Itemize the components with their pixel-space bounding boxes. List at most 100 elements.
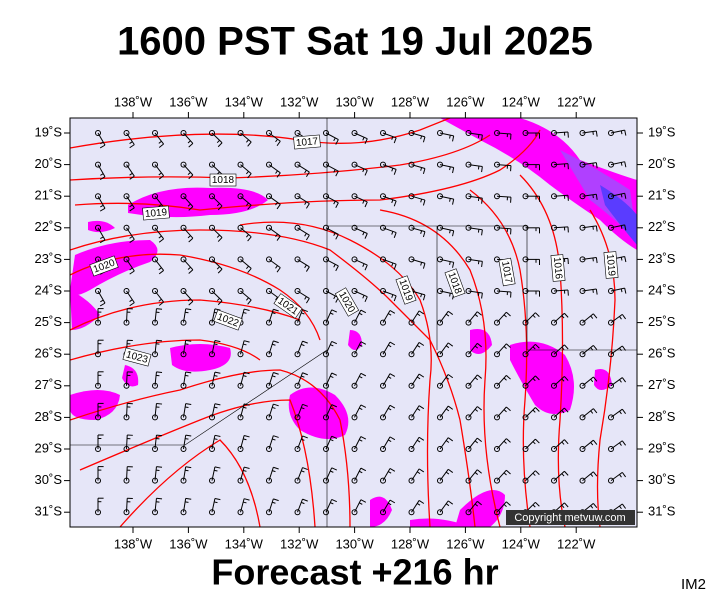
barb-station	[522, 446, 529, 452]
isobar-label-box	[334, 287, 360, 317]
barb-station	[294, 224, 301, 231]
barb-station	[152, 224, 158, 231]
barb-staff	[126, 371, 128, 386]
barb-staff	[297, 258, 310, 268]
barb-feather	[188, 237, 194, 243]
barb-staff	[553, 194, 569, 197]
barb-staff	[154, 498, 157, 513]
barb-feather	[364, 264, 368, 271]
barb-feather	[393, 264, 397, 270]
barb-feather	[532, 504, 536, 508]
barb-staff	[582, 225, 597, 229]
barb-feather	[243, 498, 250, 501]
precipitation	[70, 118, 637, 527]
latitude-label: 19˚S	[648, 124, 676, 139]
barb-feather	[129, 236, 133, 239]
barb-feather	[532, 346, 536, 350]
barb-staff	[97, 164, 106, 177]
barb-feather	[187, 203, 191, 207]
barb-feather	[481, 166, 483, 173]
barb-feather	[187, 235, 191, 239]
isobar-label: 1018	[209, 173, 237, 187]
barb-staff	[154, 195, 165, 208]
barb-station	[579, 351, 586, 358]
barb-feather	[187, 140, 191, 144]
isobar-label-text: 1018	[212, 175, 235, 186]
barb-feather	[156, 308, 163, 310]
longitude-label: 126˚W	[446, 536, 485, 551]
barb-staff	[211, 308, 216, 323]
barb-feather	[305, 298, 310, 304]
barb-staff	[468, 258, 483, 262]
barb-feather	[304, 296, 307, 300]
barb-station	[437, 193, 443, 200]
barb-station	[123, 193, 130, 200]
barb-feather	[156, 497, 163, 500]
barb-station	[351, 414, 358, 421]
barb-feather	[624, 193, 627, 199]
barb-feather	[388, 471, 392, 474]
barb-feather	[532, 314, 536, 318]
barb-feather	[335, 265, 339, 272]
barb-feather	[621, 377, 627, 383]
barb-station	[494, 477, 500, 484]
barb-station	[123, 224, 130, 231]
isobar-label: 1019	[603, 251, 619, 279]
barb-staff	[126, 132, 135, 145]
barb-station	[123, 256, 130, 263]
barb-feather	[474, 440, 479, 444]
barb-feather	[445, 345, 450, 349]
barb-staff	[439, 195, 454, 200]
barb-feather	[416, 344, 421, 348]
barb-station	[323, 288, 329, 294]
barb-station	[408, 256, 415, 263]
barb-staff	[496, 343, 507, 355]
barb-feather	[335, 202, 339, 208]
barb-feather	[99, 239, 106, 244]
barb-staff	[411, 468, 420, 481]
barb-feather	[445, 376, 450, 380]
barb-feather	[185, 497, 192, 500]
barb-staff	[154, 290, 165, 303]
barb-staff	[183, 227, 194, 239]
latitude-label: 24˚S	[35, 282, 63, 297]
barb-feather	[476, 374, 482, 379]
barb-feather	[330, 407, 334, 410]
barb-staff	[382, 132, 397, 139]
barb-feather	[535, 407, 540, 412]
barb-feather	[243, 469, 247, 472]
barb-staff	[496, 375, 507, 387]
barb-feather	[243, 403, 250, 406]
barb-feather	[185, 374, 189, 377]
barb-feather	[360, 372, 367, 377]
barb-feather	[158, 235, 162, 239]
barb-staff	[325, 436, 333, 450]
barb-feather	[129, 238, 135, 243]
barb-station	[380, 382, 386, 389]
barb-feather	[331, 435, 338, 439]
barb-feather	[330, 312, 334, 315]
barb-feather	[243, 501, 247, 504]
barb-feather	[621, 314, 627, 320]
barb-feather	[302, 403, 308, 407]
barb-feather	[243, 340, 250, 343]
barb-station	[266, 319, 272, 326]
barb-staff	[553, 407, 565, 418]
barb-feather	[619, 474, 622, 478]
barb-staff	[183, 498, 187, 513]
longitude-label: 130˚W	[335, 94, 374, 109]
barb-station	[323, 319, 329, 326]
barb-feather	[158, 270, 164, 275]
barb-feather	[359, 502, 363, 505]
barb-feather	[247, 236, 252, 242]
barb-feather	[333, 295, 336, 300]
barb-staff	[183, 435, 187, 450]
barb-station	[380, 130, 386, 136]
barb-feather	[476, 406, 482, 411]
barb-staff	[240, 164, 252, 174]
barb-feather	[272, 343, 276, 346]
barb-feather	[506, 406, 511, 412]
barb-feather	[564, 470, 569, 476]
barb-staff	[240, 195, 252, 206]
barb-feather	[503, 504, 507, 508]
